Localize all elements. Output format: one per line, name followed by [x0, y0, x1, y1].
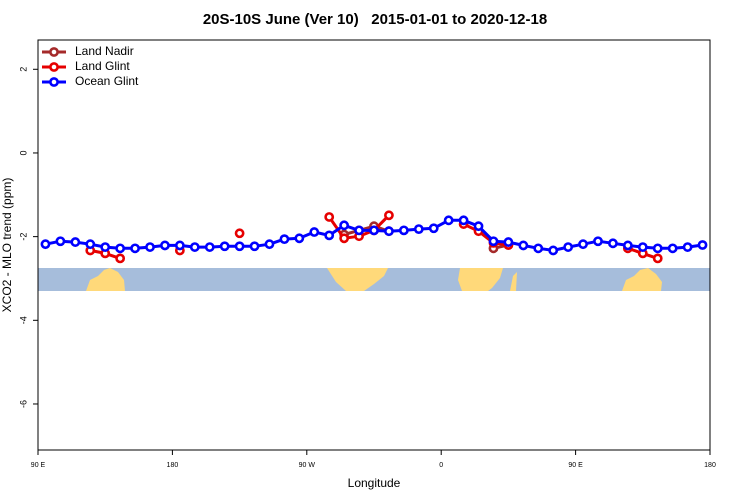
data-point	[249, 241, 260, 252]
data-point	[473, 221, 484, 232]
data-point	[518, 240, 529, 251]
data-point	[652, 243, 663, 254]
legend-marker	[49, 77, 59, 87]
land-shape	[510, 272, 517, 291]
data-point	[55, 236, 66, 247]
data-point	[100, 242, 111, 252]
x-tick-label: 180	[704, 462, 716, 469]
data-point	[324, 212, 335, 222]
data-point	[488, 236, 499, 247]
y-tick-label: -2	[18, 233, 28, 241]
data-point	[40, 239, 51, 250]
data-point	[339, 220, 350, 231]
y-tick-label: -4	[18, 316, 28, 324]
data-point	[85, 239, 96, 250]
data-point	[369, 225, 379, 236]
legend-label: Ocean Glint	[75, 74, 139, 88]
data-point	[339, 233, 350, 244]
data-point	[264, 239, 275, 250]
data-point	[458, 215, 469, 226]
x-tick-label: 0	[439, 462, 443, 469]
x-tick-label: 180	[167, 462, 179, 469]
land-shape	[622, 268, 662, 291]
data-point	[398, 225, 409, 236]
legend-label: Land Glint	[75, 59, 130, 73]
data-point	[622, 240, 633, 251]
x-tick-label: 90 W	[299, 462, 316, 469]
data-point	[234, 228, 245, 239]
data-point	[652, 253, 663, 264]
y-axis-title: XCO2 - MLO trend (ppm)	[0, 178, 14, 313]
x-axis-title: Longitude	[348, 476, 401, 490]
data-point	[130, 243, 140, 254]
legend-label: Land Nadir	[75, 44, 134, 58]
data-point	[384, 226, 394, 237]
data-point	[234, 241, 245, 252]
y-tick-label: 0	[18, 150, 28, 155]
y-tick-label: -6	[18, 400, 28, 408]
data-point	[563, 242, 574, 252]
land-shape	[86, 268, 125, 291]
legend-marker	[49, 62, 59, 72]
data-point	[115, 243, 126, 254]
land-shape	[458, 268, 503, 291]
legend-marker	[49, 47, 59, 57]
data-point	[70, 237, 81, 247]
data-point	[548, 245, 559, 256]
plot-frame	[37, 39, 711, 451]
data-point	[324, 230, 335, 241]
data-point	[593, 236, 603, 247]
x-tick-label: 90 E	[568, 462, 583, 469]
data-point	[637, 242, 648, 252]
data-point	[309, 227, 320, 237]
data-point	[145, 242, 155, 252]
map-strip	[38, 268, 710, 291]
data-point	[204, 242, 215, 252]
data-point	[160, 240, 170, 251]
data-point	[354, 225, 364, 236]
y-tick-label: 2	[18, 67, 28, 72]
data-point	[667, 243, 678, 254]
data-point	[174, 240, 185, 251]
data-point	[578, 239, 588, 250]
data-point	[115, 253, 126, 264]
data-point	[682, 242, 693, 252]
data-point	[697, 240, 708, 250]
data-point	[279, 234, 290, 245]
chart-title: 20S-10S June (Ver 10) 2015-01-01 to 2020…	[203, 11, 547, 28]
data-point	[294, 233, 305, 244]
data-point	[384, 210, 394, 221]
data-point	[533, 243, 544, 254]
data-point	[428, 223, 439, 234]
data-point	[503, 237, 514, 247]
data-point	[443, 215, 454, 226]
x-tick-label: 90 E	[31, 462, 46, 469]
data-point	[189, 242, 200, 252]
land-shape	[327, 268, 388, 291]
data-point	[219, 241, 230, 252]
data-point	[413, 224, 424, 235]
data-point	[608, 238, 618, 249]
